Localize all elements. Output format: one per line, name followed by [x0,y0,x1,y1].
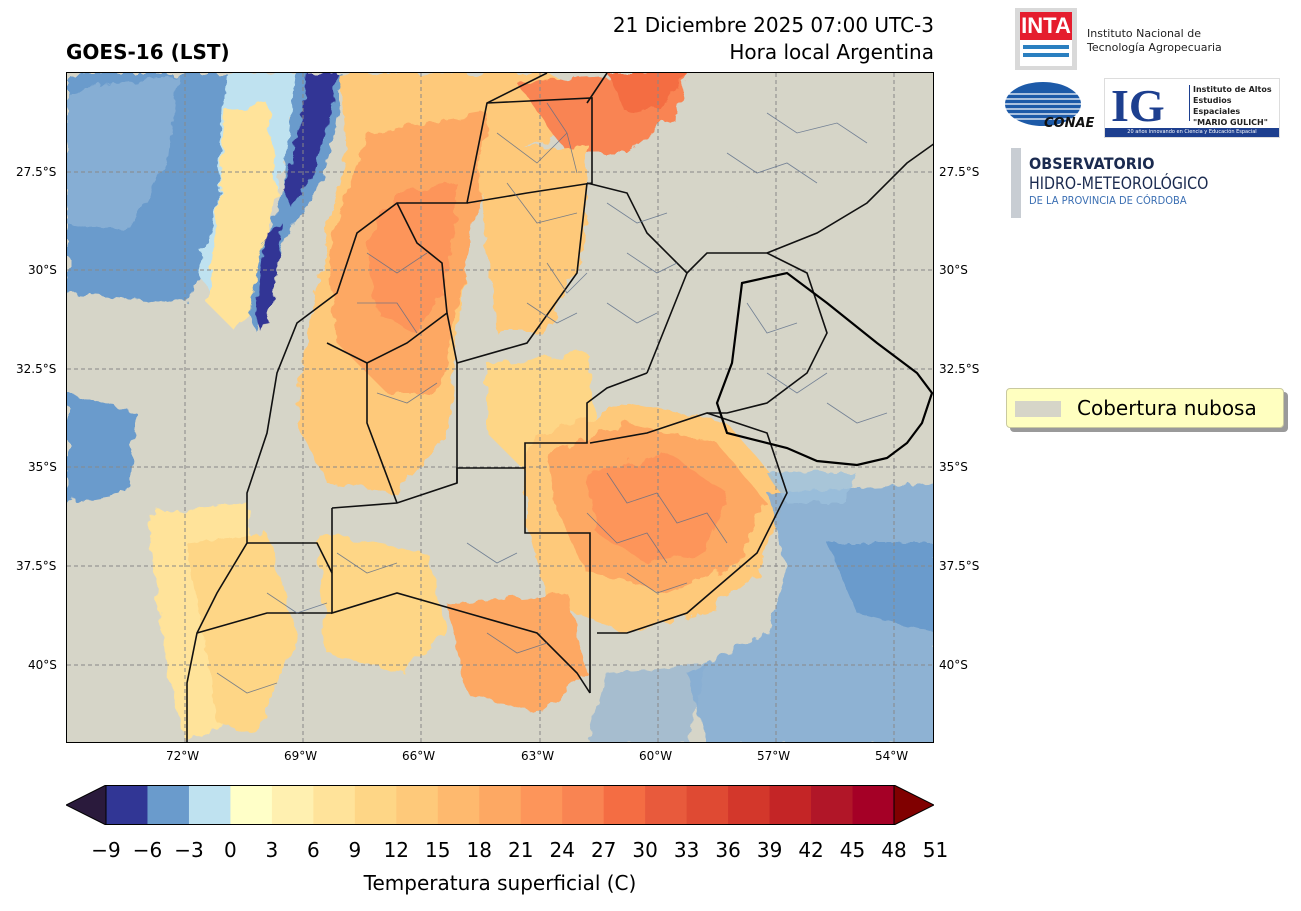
misiones-cloud-region [707,113,933,213]
colorbar-tick-label: −9 [91,838,121,862]
lon-label: 54°W [875,749,909,763]
colorbar-segment [769,785,812,825]
colorbar-over-arrow [893,785,934,825]
colorbar-tick-label: 36 [715,838,741,862]
lat-label-right: 32.5°S [939,362,980,376]
colorbar-tick-label: 42 [798,838,824,862]
conae-wordmark: CONAE [1044,116,1095,131]
lon-label: 60°W [639,749,673,763]
colorbar-segment [686,785,729,825]
colorbar-tick-label: 33 [673,838,700,862]
inta-wordmark: INTA [1020,12,1072,40]
colorbar-segment [106,785,148,825]
lon-label: 69°W [284,749,318,763]
timestamp-title: 21 Diciembre 2025 07:00 UTC-3 Hora local… [613,12,934,66]
province-borders [186,73,933,742]
colorbar-segment [437,785,480,825]
map-title: GOES-16 (LST) [66,40,230,64]
colorbar-tick-label: 27 [590,838,617,862]
colorbar-tick-label: 9 [348,838,362,862]
lat-label-right: 35°S [939,460,968,474]
colorbar-tick-label: 30 [632,838,658,862]
ig-logo: IG Instituto de Altos Estudios Espaciale… [1104,78,1280,138]
observatorio-bar [1011,148,1021,218]
colorbar-tick-label: 51 [922,838,949,862]
colorbar-segment [645,785,688,825]
lon-label: 63°W [521,749,555,763]
colorbar-segment [603,785,646,825]
colorbar-segment [811,785,854,825]
inta-logo: INTA [1015,8,1077,70]
colorbar-label: Temperatura superficial (C) [363,871,637,895]
uruguay-border [715,271,933,467]
colorbar-segment [852,785,895,825]
lat-label-right: 30°S [939,263,968,277]
colorbar-tick-label: −3 [174,838,204,862]
lon-label: 57°W [757,749,791,763]
colorbar-tick-label: 18 [466,838,492,862]
colorbar-segment [230,785,273,825]
colorbar-segment [147,785,190,825]
colorbar-segment [520,785,563,825]
conae-logo: CONAE [1004,80,1094,134]
colorbar-segment [562,785,605,825]
colorbar-segment [271,785,314,825]
cloud-cover-legend: Cobertura nubosa [1006,388,1284,428]
colorbar-tick-label: 24 [549,838,575,862]
northeast-cloud-region [587,183,933,473]
colorbar-tick-label: 6 [306,838,320,862]
colorbar-tick-label: 45 [839,838,866,862]
temperature-colorbar [66,785,934,825]
colorbar-tick-label: 21 [508,838,534,862]
lat-label-right: 27.5°S [939,165,980,179]
colorbar-segment [479,785,522,825]
colorbar-tick-label: 12 [383,838,410,862]
department-borders [216,102,888,694]
map-canvas [67,73,933,742]
ig-wordmark: IG [1111,80,1165,131]
andes-cold-band [249,73,342,333]
lat-label-left: 27.5°S [16,165,57,179]
date-line: 21 Diciembre 2025 07:00 UTC-3 [612,13,934,37]
colorbar-tick-label: 48 [881,838,907,862]
lat-label-right: 40°S [939,658,968,672]
colorbar-tick-label: 0 [224,838,237,862]
colorbar-segment [396,785,439,825]
colorbar-segment [354,785,397,825]
lat-label-left: 30°S [28,263,57,277]
lon-label: 72°W [166,749,200,763]
lat-label-right: 37.5°S [939,559,980,573]
colorbar-segment [313,785,356,825]
lat-label-left: 40°S [28,658,57,672]
atlantic-surface-field [587,468,933,742]
local-time-line: Hora local Argentina [729,40,934,64]
lat-label-left: 32.5°S [16,362,57,376]
ig-name: Instituto de Altos Estudios Espaciales "… [1193,85,1272,127]
colorbar-tick-label: −6 [132,838,163,862]
colorbar-tick-label: 39 [756,838,783,862]
colorbar-tick-label: 15 [425,838,451,862]
cloud-cover-label: Cobertura nubosa [1077,396,1257,420]
graticule [67,73,933,742]
temperature-map [66,72,934,743]
ig-tagline: 20 años innovando en Ciencia y Educación… [1105,128,1279,137]
lat-label-left: 37.5°S [16,559,57,573]
interior-warm-field [297,73,687,493]
observatorio-logo: OBSERVATORIO HIDRO-METEOROLÓGICO DE LA P… [1029,154,1209,207]
colorbar-segment [188,785,231,825]
inta-name: Instituto Nacional de Tecnología Agropec… [1087,27,1222,54]
lon-label: 66°W [402,749,436,763]
colorbar-under-arrow [66,785,107,825]
colorbar-tick-label: 3 [265,838,279,862]
colorbar-segment [728,785,771,825]
cloud-cover-swatch [1015,401,1061,417]
lat-label-left: 35°S [28,460,57,474]
